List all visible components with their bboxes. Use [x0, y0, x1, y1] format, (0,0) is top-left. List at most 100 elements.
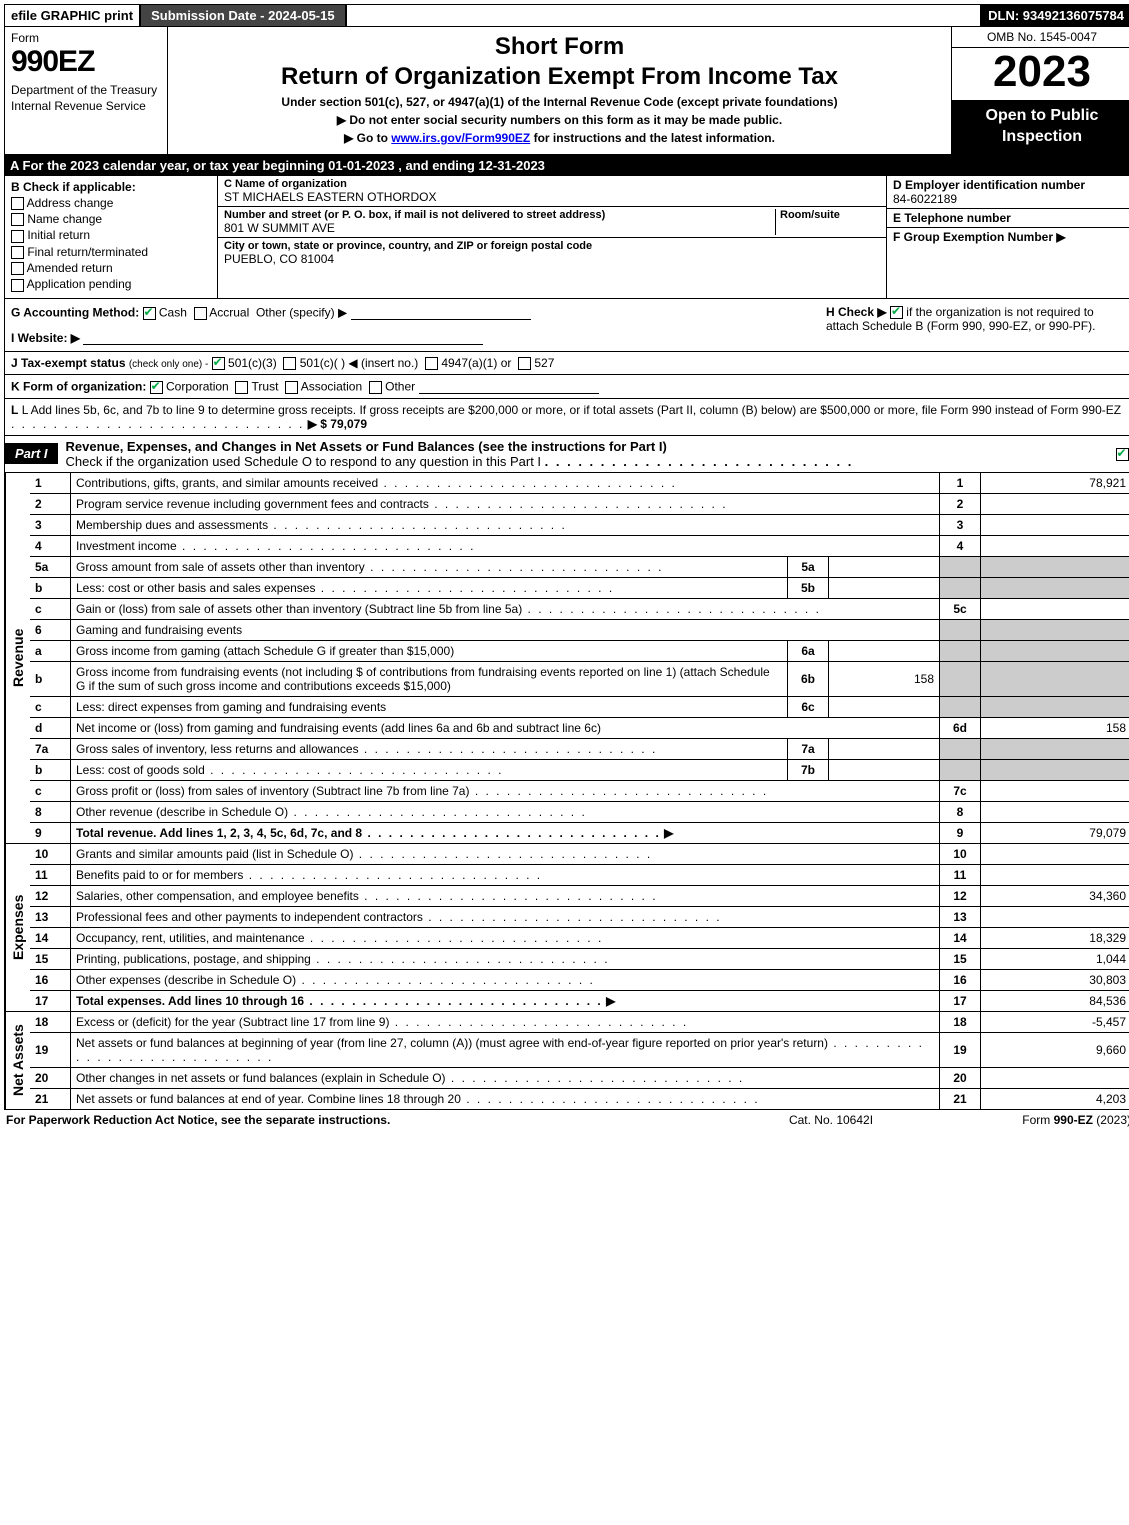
omb-number: OMB No. 1545-0047 [952, 27, 1129, 48]
header-center: Short Form Return of Organization Exempt… [168, 27, 951, 154]
other-org-field[interactable] [419, 379, 599, 394]
line-15: 15Printing, publications, postage, and s… [30, 948, 1129, 969]
line-12: 12Salaries, other compensation, and empl… [30, 885, 1129, 906]
line-i: I Website: ▶ [11, 330, 826, 345]
line-10: 10Grants and similar amounts paid (list … [30, 844, 1129, 865]
l-text: L Add lines 5b, 6c, and 7b to line 9 to … [22, 403, 1121, 417]
line-16: 16Other expenses (describe in Schedule O… [30, 969, 1129, 990]
chk-amended-return[interactable]: Amended return [11, 261, 211, 275]
chk-501c[interactable] [283, 357, 296, 370]
line-18: 18Excess or (deficit) for the year (Subt… [30, 1012, 1129, 1033]
h-pre: H Check ▶ [826, 305, 887, 319]
expenses-block: Expenses 10Grants and similar amounts pa… [4, 844, 1129, 1012]
chk-corporation[interactable] [150, 381, 163, 394]
line-7a: 7aGross sales of inventory, less returns… [30, 738, 1129, 759]
net-assets-block: Net Assets 18Excess or (deficit) for the… [4, 1012, 1129, 1110]
chk-schedule-o[interactable] [1116, 448, 1129, 461]
line-21: 21Net assets or fund balances at end of … [30, 1088, 1129, 1109]
part1-header: Part I Revenue, Expenses, and Changes in… [4, 436, 1129, 473]
line-6c: cLess: direct expenses from gaming and f… [30, 696, 1129, 717]
dept-treasury: Department of the Treasury Internal Reve… [11, 83, 161, 114]
line-6d: dNet income or (loss) from gaming and fu… [30, 717, 1129, 738]
box-def: D Employer identification number 84-6022… [886, 176, 1129, 298]
open-public-inspection: Open to Public Inspection [952, 100, 1129, 154]
ein-value: 84-6022189 [893, 192, 1126, 206]
chk-final-return[interactable]: Final return/terminated [11, 245, 211, 259]
city-label: City or town, state or province, country… [224, 240, 880, 252]
line-g: G Accounting Method: Cash Accrual Other … [11, 305, 826, 320]
topbar: efile GRAPHIC print Submission Date - 20… [4, 4, 1129, 27]
chk-trust[interactable] [235, 381, 248, 394]
form-word: Form [11, 31, 161, 45]
subtitle-2: ▶ Do not enter social security numbers o… [174, 113, 945, 127]
part1-tab: Part I [5, 443, 58, 464]
chk-association[interactable] [285, 381, 298, 394]
line-9: 9Total revenue. Add lines 1, 2, 3, 4, 5c… [30, 822, 1129, 843]
street: 801 W SUMMIT AVE [224, 221, 775, 235]
chk-4947[interactable] [425, 357, 438, 370]
line-7c: cGross profit or (loss) from sales of in… [30, 780, 1129, 801]
form-header: Form 990EZ Department of the Treasury In… [4, 27, 1129, 155]
chk-501c3[interactable] [212, 357, 225, 370]
org-name-label: C Name of organization [224, 178, 880, 190]
line-k: K Form of organization: Corporation Trus… [4, 375, 1129, 399]
room-label: Room/suite [780, 209, 880, 221]
city-state-zip: PUEBLO, CO 81004 [224, 252, 880, 266]
l-amount: ▶ $ 79,079 [308, 417, 367, 431]
irs-link[interactable]: www.irs.gov/Form990EZ [391, 131, 530, 145]
line-13: 13Professional fees and other payments t… [30, 906, 1129, 927]
line-6: 6Gaming and fundraising events [30, 619, 1129, 640]
line-6a: aGross income from gaming (attach Schedu… [30, 640, 1129, 661]
box-b: B Check if applicable: Address change Na… [5, 176, 218, 298]
chk-initial-return[interactable]: Initial return [11, 228, 211, 242]
chk-address-change[interactable]: Address change [11, 196, 211, 210]
line-11: 11Benefits paid to or for members11 [30, 864, 1129, 885]
header-right: OMB No. 1545-0047 2023 Open to Public In… [951, 27, 1129, 154]
efile-label[interactable]: efile GRAPHIC print [5, 6, 139, 25]
line-14: 14Occupancy, rent, utilities, and mainte… [30, 927, 1129, 948]
line-2: 2Program service revenue including gover… [30, 493, 1129, 514]
chk-accrual[interactable] [194, 307, 207, 320]
phone-label: E Telephone number [893, 211, 1126, 225]
chk-527[interactable] [518, 357, 531, 370]
org-name: ST MICHAELS EASTERN OTHORDOX [224, 190, 880, 204]
line-4: 4Investment income4 [30, 535, 1129, 556]
line-h: H Check ▶ if the organization is not req… [826, 305, 1126, 345]
j-small: (check only one) - [129, 359, 208, 370]
ein-label: D Employer identification number [893, 178, 1126, 192]
other-method-field[interactable] [351, 305, 531, 320]
j-label: J Tax-exempt status [11, 356, 126, 370]
line-5a: 5aGross amount from sale of assets other… [30, 556, 1129, 577]
line-5c: cGain or (loss) from sale of assets othe… [30, 598, 1129, 619]
part1-title: Revenue, Expenses, and Changes in Net As… [58, 436, 1112, 472]
line-a: A For the 2023 calendar year, or tax yea… [4, 155, 1129, 176]
chk-cash[interactable] [143, 307, 156, 320]
line-3: 3Membership dues and assessments3 [30, 514, 1129, 535]
line-20: 20Other changes in net assets or fund ba… [30, 1067, 1129, 1088]
line-1: 1Contributions, gifts, grants, and simil… [30, 473, 1129, 494]
line-8: 8Other revenue (describe in Schedule O)8 [30, 801, 1129, 822]
revenue-side-label: Revenue [5, 473, 30, 843]
chk-other-org[interactable] [369, 381, 382, 394]
line-17: 17Total expenses. Add lines 10 through 1… [30, 990, 1129, 1011]
website-label: I Website: ▶ [11, 331, 80, 345]
submission-date: Submission Date - 2024-05-15 [139, 5, 347, 26]
part1-subtitle: Check if the organization used Schedule … [66, 454, 542, 469]
footer-left: For Paperwork Reduction Act Notice, see … [6, 1113, 731, 1127]
sub3-pre: ▶ Go to [344, 131, 391, 145]
sub3-post: for instructions and the latest informat… [530, 131, 775, 145]
section-bcdef: B Check if applicable: Address change Na… [4, 176, 1129, 299]
chk-name-change[interactable]: Name change [11, 212, 211, 226]
title-short: Short Form [174, 33, 945, 61]
line-19: 19Net assets or fund balances at beginni… [30, 1032, 1129, 1067]
chk-application-pending[interactable]: Application pending [11, 277, 211, 291]
chk-schedule-b[interactable] [890, 306, 903, 319]
website-field[interactable] [83, 330, 483, 345]
footer: For Paperwork Reduction Act Notice, see … [4, 1110, 1129, 1130]
line-j: J Tax-exempt status (check only one) - 5… [4, 352, 1129, 375]
line-5b: bLess: cost or other basis and sales exp… [30, 577, 1129, 598]
line-7b: bLess: cost of goods sold7b [30, 759, 1129, 780]
title-main: Return of Organization Exempt From Incom… [174, 63, 945, 91]
group-exemption-label: F Group Exemption Number ▶ [893, 230, 1126, 244]
line-l: L L Add lines 5b, 6c, and 7b to line 9 t… [4, 399, 1129, 436]
